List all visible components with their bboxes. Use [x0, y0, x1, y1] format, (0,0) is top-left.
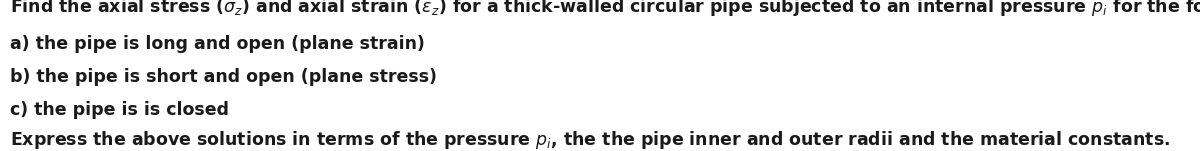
Text: b) the pipe is short and open (plane stress): b) the pipe is short and open (plane str…: [10, 68, 437, 86]
Text: Find the axial stress ($\mathit{σ}_{z}$) and axial strain ($\mathit{ε}_{z}$) for: Find the axial stress ($\mathit{σ}_{z}$)…: [10, 0, 1200, 18]
Text: a) the pipe is long and open (plane strain): a) the pipe is long and open (plane stra…: [10, 35, 425, 53]
Text: Express the above solutions in terms of the pressure $\mathit{p}_{i}$, the the p: Express the above solutions in terms of …: [10, 129, 1170, 151]
Text: c) the pipe is is closed: c) the pipe is is closed: [10, 101, 228, 119]
